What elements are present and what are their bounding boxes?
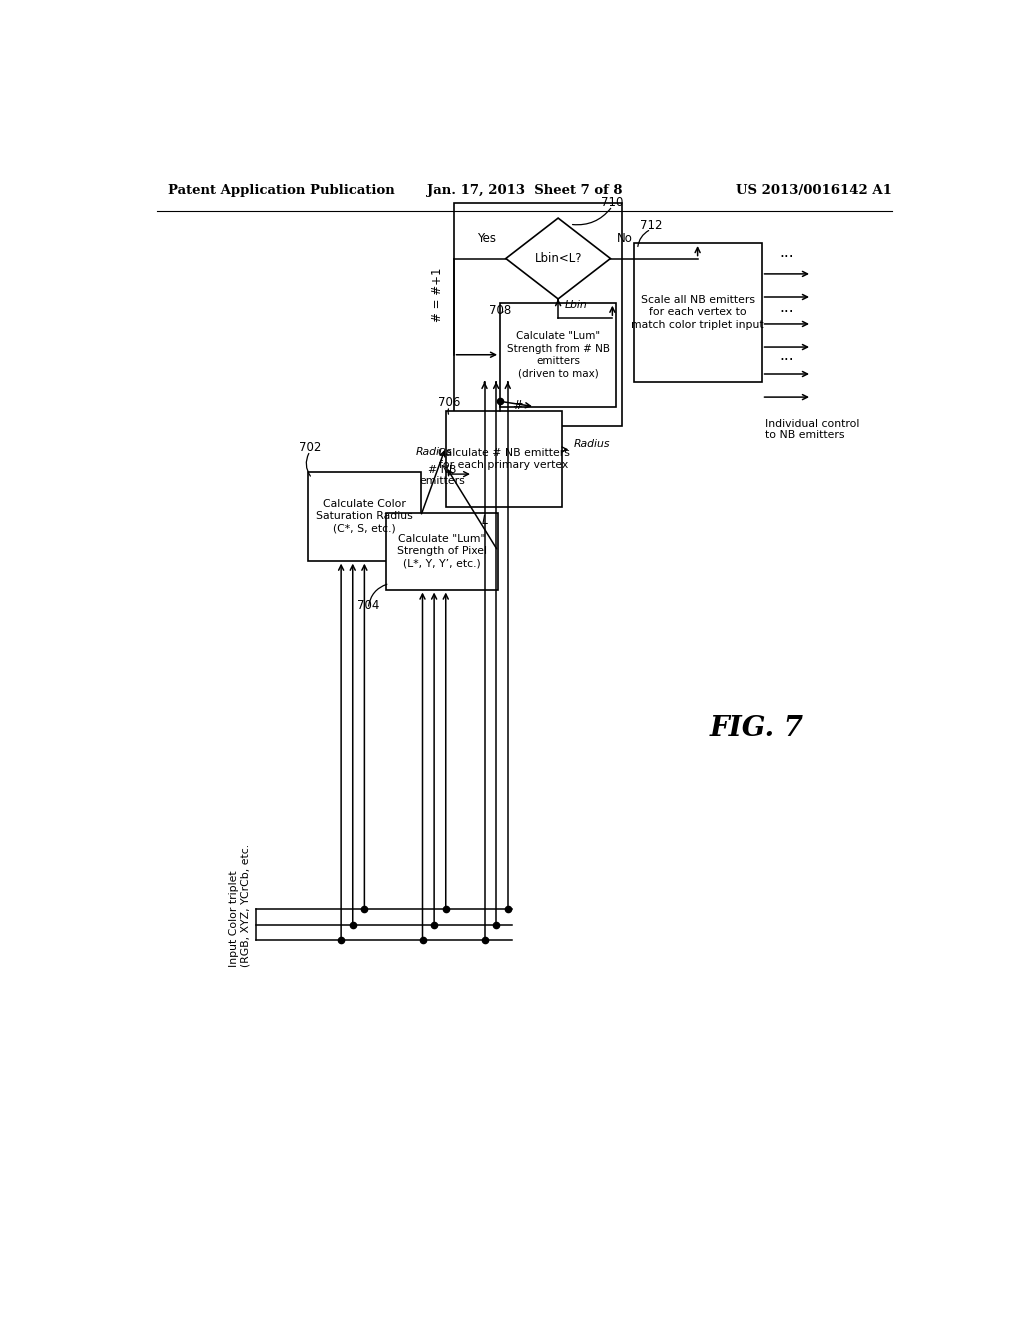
Polygon shape xyxy=(506,218,610,298)
Text: Radius: Radius xyxy=(416,447,453,457)
FancyBboxPatch shape xyxy=(634,243,762,381)
Text: Radius: Radius xyxy=(573,440,610,449)
FancyBboxPatch shape xyxy=(386,512,498,590)
Text: Calculate Color
Saturation Radius
(C*, S, etc.): Calculate Color Saturation Radius (C*, S… xyxy=(316,499,413,533)
Text: Lbin<L?: Lbin<L? xyxy=(535,252,582,265)
Text: 710: 710 xyxy=(601,197,624,209)
Text: Individual control
to NB emitters: Individual control to NB emitters xyxy=(765,418,860,441)
Text: Input Color triplet
(RGB, XYZ, YCrCb, etc.: Input Color triplet (RGB, XYZ, YCrCb, et… xyxy=(228,843,250,966)
Text: Calculate "Lum"
Strength of Pixel
(L*, Y, Y’, etc.): Calculate "Lum" Strength of Pixel (L*, Y… xyxy=(397,533,486,569)
Text: Patent Application Publication: Patent Application Publication xyxy=(168,185,395,197)
Text: No: No xyxy=(616,231,633,244)
Text: #: # xyxy=(512,399,522,412)
Text: ...: ... xyxy=(779,348,794,363)
FancyBboxPatch shape xyxy=(308,473,421,561)
Text: 702: 702 xyxy=(299,441,322,454)
FancyBboxPatch shape xyxy=(445,411,562,507)
Text: L: L xyxy=(481,515,487,527)
Text: Lbin: Lbin xyxy=(564,300,587,310)
Text: 708: 708 xyxy=(488,304,511,317)
Text: ...: ... xyxy=(779,301,794,315)
Text: ...: ... xyxy=(779,246,794,260)
Text: 704: 704 xyxy=(357,599,380,612)
Text: US 2013/0016142 A1: US 2013/0016142 A1 xyxy=(736,185,892,197)
Text: 706: 706 xyxy=(438,396,461,409)
Text: Scale all NB emitters
for each vertex to
match color triplet input: Scale all NB emitters for each vertex to… xyxy=(632,294,764,330)
Text: FIG. 7: FIG. 7 xyxy=(710,714,803,742)
Text: Jan. 17, 2013  Sheet 7 of 8: Jan. 17, 2013 Sheet 7 of 8 xyxy=(427,185,623,197)
Text: # NB
emitters: # NB emitters xyxy=(419,465,465,487)
Text: Calculate "Lum"
Strength from # NB
emitters
(driven to max): Calculate "Lum" Strength from # NB emitt… xyxy=(507,331,609,379)
FancyBboxPatch shape xyxy=(500,302,616,407)
Text: Calculate # NB emitters
for each primary vertex: Calculate # NB emitters for each primary… xyxy=(438,447,569,470)
Text: # = #+1: # = #+1 xyxy=(431,268,444,322)
Text: 712: 712 xyxy=(640,219,663,232)
Text: Yes: Yes xyxy=(477,231,497,244)
